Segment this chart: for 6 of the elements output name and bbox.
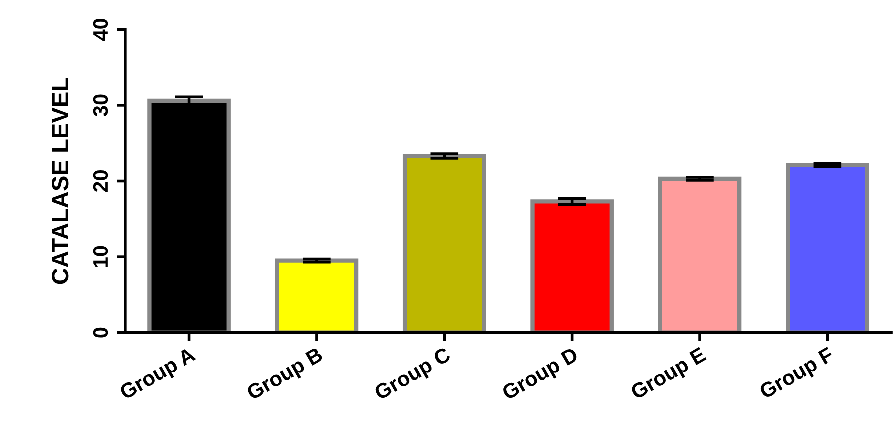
y-tick-label: 10 <box>93 246 108 268</box>
y-tick-label: 30 <box>93 94 108 117</box>
y-tick-label: 0 <box>93 328 108 338</box>
y-tick-label: 20 <box>93 170 108 192</box>
y-axis-title: CATALASE LEVEL <box>52 78 69 284</box>
y-tick-label: 40 <box>93 18 108 41</box>
